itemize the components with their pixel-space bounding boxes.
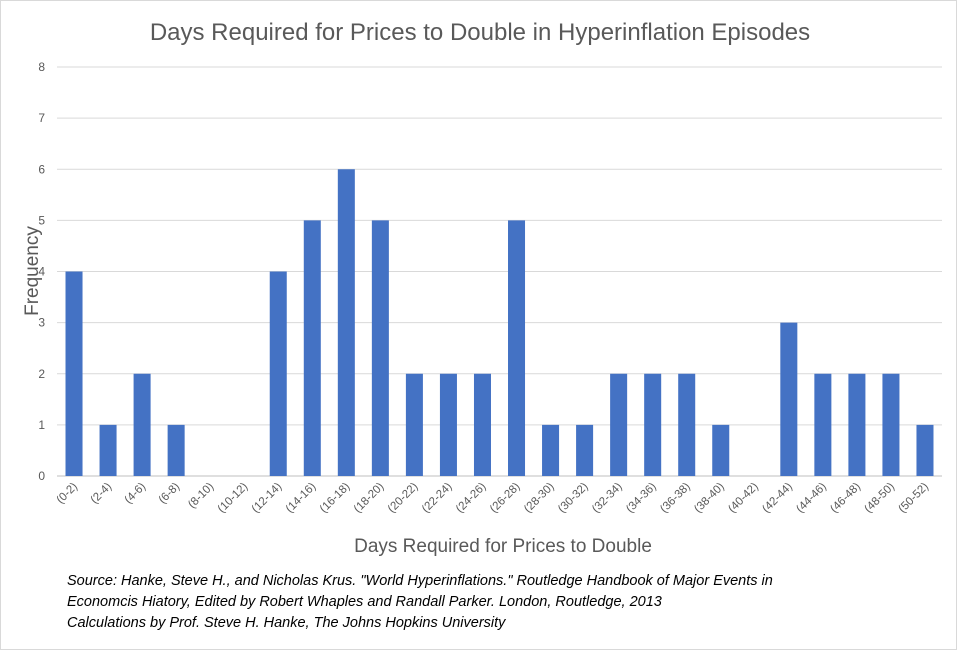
source-line-3: Calculations by Prof. Steve H. Hanke, Th… xyxy=(67,615,506,631)
y-tick-label: 2 xyxy=(38,367,45,381)
bar xyxy=(65,271,83,476)
bar xyxy=(576,424,594,476)
y-tick-label: 6 xyxy=(38,162,45,176)
bar xyxy=(780,322,798,476)
bar xyxy=(542,424,560,476)
gridlines xyxy=(57,66,942,477)
x-tick-label: (12-14) xyxy=(250,481,285,516)
y-tick-label: 3 xyxy=(38,316,45,330)
x-tick-label: (4-6) xyxy=(123,481,149,507)
x-tick-label: (46-48) xyxy=(828,481,863,516)
x-tick-label: (38-40) xyxy=(692,481,727,516)
bar xyxy=(678,373,696,476)
bar xyxy=(508,220,526,476)
bar xyxy=(644,373,662,476)
y-axis-label: Frequency xyxy=(22,226,43,316)
x-tick-label: (10-12) xyxy=(216,481,251,516)
bar xyxy=(814,373,832,476)
source-line-1: Source: Hanke, Steve H., and Nicholas Kr… xyxy=(67,573,773,589)
bar xyxy=(439,373,457,476)
bar xyxy=(610,373,628,476)
bar xyxy=(303,220,321,476)
bar xyxy=(916,424,934,476)
x-tick-label: (28-30) xyxy=(522,481,557,516)
y-tick-label: 5 xyxy=(38,213,45,227)
bar xyxy=(848,373,866,476)
y-tick-label: 1 xyxy=(38,418,45,432)
bar xyxy=(167,424,185,476)
y-tick-label: 4 xyxy=(38,265,45,279)
x-tick-label: (20-22) xyxy=(386,481,421,516)
y-axis-ticks: 0 1 2 3 4 5 6 7 8 xyxy=(38,60,45,483)
bar xyxy=(405,373,423,476)
bar xyxy=(882,373,900,476)
x-tick-label: (48-50) xyxy=(862,481,897,516)
x-tick-label: (42-44) xyxy=(760,481,795,516)
x-tick-label: (32-34) xyxy=(590,481,625,516)
x-tick-label: (2-4) xyxy=(89,481,115,507)
x-tick-label: (6-8) xyxy=(157,481,183,507)
x-axis-label: Days Required for Prices to Double xyxy=(354,536,652,557)
bar xyxy=(269,271,287,476)
x-tick-label: (44-46) xyxy=(794,481,829,516)
bar xyxy=(133,373,151,476)
x-tick-label: (50-52) xyxy=(896,481,931,516)
source-line-2: Economcis Hiatory, Edited by Robert Whap… xyxy=(67,594,662,610)
x-tick-label: (36-38) xyxy=(658,481,693,516)
x-tick-label: (18-20) xyxy=(352,481,387,516)
x-tick-label: (34-36) xyxy=(624,481,659,516)
x-tick-label: (26-28) xyxy=(488,481,523,516)
x-tick-label: (16-18) xyxy=(318,481,353,516)
x-axis-ticks: (0-2) (2-4) (4-6) (6-8) (8-10) (10-12) (12-14)… xyxy=(54,481,931,516)
y-tick-label: 7 xyxy=(38,111,45,125)
x-tick-label: (24-26) xyxy=(454,481,489,516)
x-tick-label: (14-16) xyxy=(284,481,319,516)
bars xyxy=(65,169,934,476)
x-tick-label: (22-24) xyxy=(420,481,455,516)
bar-chart: Days Required for Prices to Double in Hy… xyxy=(22,19,942,557)
y-tick-label: 8 xyxy=(38,60,45,74)
chart-title: Days Required for Prices to Double in Hy… xyxy=(150,19,810,46)
x-tick-label: (8-10) xyxy=(186,481,216,511)
bar xyxy=(712,424,730,476)
source-note: Source: Hanke, Steve H., and Nicholas Kr… xyxy=(67,571,927,634)
y-tick-label: 0 xyxy=(38,469,45,483)
x-tick-label: (40-42) xyxy=(726,481,761,516)
bar xyxy=(99,424,117,476)
bar xyxy=(337,169,355,476)
bar xyxy=(371,220,389,476)
x-tick-label: (30-32) xyxy=(556,481,591,516)
bar xyxy=(473,373,491,476)
x-tick-label: (0-2) xyxy=(54,481,80,507)
